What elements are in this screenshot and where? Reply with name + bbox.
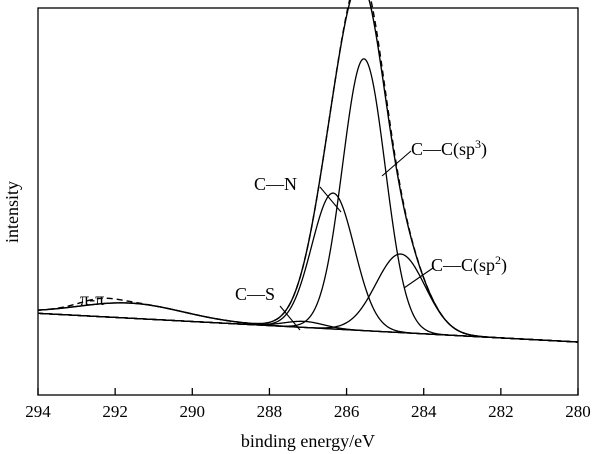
x-tick-label: 282 bbox=[488, 402, 514, 421]
fitted-envelope-line bbox=[37, 0, 579, 343]
component-peak-4 bbox=[37, 253, 579, 343]
x-tick-label: 292 bbox=[102, 402, 128, 421]
peak-leader-2 bbox=[319, 186, 342, 213]
curves-layer bbox=[37, 0, 579, 343]
peak-label-0: π-π bbox=[80, 289, 104, 309]
peak-label-1: C—S bbox=[235, 284, 275, 304]
y-axis-label: intensity bbox=[2, 181, 22, 243]
component-peak-0 bbox=[37, 302, 579, 343]
x-tick-label: 284 bbox=[411, 402, 437, 421]
peak-label-3: C—C(sp3) bbox=[411, 137, 487, 160]
x-tick-label: 294 bbox=[25, 402, 51, 421]
peak-label-4: C—C(sp2) bbox=[431, 253, 507, 276]
x-tick-label: 288 bbox=[257, 402, 283, 421]
x-tick-label: 280 bbox=[565, 402, 591, 421]
x-tick-label: 286 bbox=[334, 402, 360, 421]
measured-data-line bbox=[37, 0, 579, 343]
peak-annotations: π-π C—S C—N C—C(sp3) C—C(sp2) bbox=[80, 137, 507, 331]
x-ticks: 294 292 290 288 286 284 282 280 bbox=[25, 388, 591, 421]
peak-leader-3 bbox=[381, 150, 412, 177]
x-axis-label: binding energy/eV bbox=[241, 431, 375, 451]
plot-frame bbox=[37, 7, 579, 396]
peak-leader-4 bbox=[403, 267, 434, 289]
peak-label-2: C—N bbox=[254, 174, 297, 194]
x-tick-label: 290 bbox=[180, 402, 206, 421]
peak-leader-1 bbox=[279, 305, 301, 331]
